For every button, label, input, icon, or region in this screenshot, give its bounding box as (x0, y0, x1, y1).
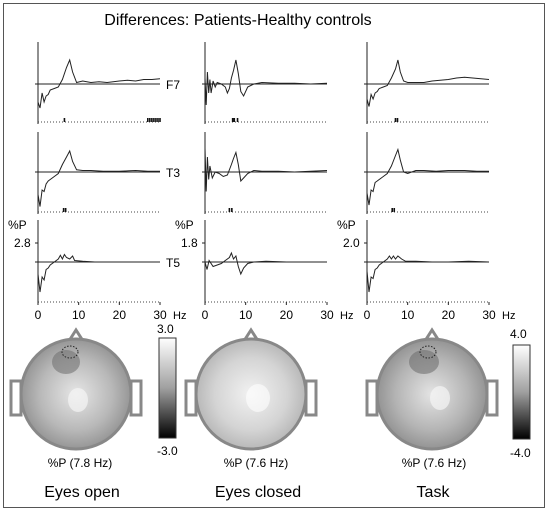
head-contour (61, 345, 79, 359)
erp-grid: 0 10 20 30 Hz %P 2.8 0 10 20 30 Hz %P 1.8 0 10 20 30 Hz %P 2… (8, 42, 515, 322)
y-scale-label: 2.8 (14, 236, 31, 250)
x-tick-label: 20 (442, 308, 456, 322)
x-tick-label: 10 (401, 308, 415, 322)
head-light-spot (68, 388, 88, 412)
scalp-label-eyes-closed: %P (7.6 Hz) (224, 456, 288, 470)
series-line-t3 (37, 149, 160, 207)
significance-marker (151, 118, 153, 122)
y-unit-label: %P (175, 218, 194, 232)
x-unit-label: Hz (502, 310, 515, 322)
x-tick-label: 0 (364, 308, 371, 322)
head-dark-spot (409, 350, 439, 374)
head-contour (419, 345, 437, 359)
scalp-map-task (365, 327, 499, 451)
figure-title: Differences: Patients-Healthy controls (104, 12, 371, 29)
x-unit-label: Hz (173, 310, 186, 322)
y-unit-label: %P (337, 218, 356, 232)
scalp-map-eyes-closed (184, 327, 318, 451)
head-ear-left (365, 379, 379, 417)
x-unit-label: Hz (340, 310, 353, 322)
x-tick-label: 30 (320, 308, 334, 322)
scalp-label-task: %P (7.6 Hz) (402, 456, 466, 470)
condition-eyes-closed: Eyes closed (215, 484, 301, 501)
x-tick-label: 10 (72, 308, 86, 322)
x-tick-label: 30 (482, 308, 496, 322)
channel-label-t3: T3 (166, 166, 180, 180)
erp-panel-t5 (202, 220, 327, 304)
x-tick-label: 0 (202, 308, 209, 322)
head-light-spot (430, 386, 450, 410)
series-line-t5 (366, 255, 490, 293)
significance-marker (159, 118, 161, 122)
y-unit-label: %P (8, 218, 27, 232)
significance-marker (155, 118, 157, 122)
series-line-t3 (204, 147, 328, 192)
significance-marker (228, 208, 231, 212)
erp-panel-t3 (35, 132, 160, 214)
y-scale-label: 2.0 (343, 236, 360, 250)
significance-marker (396, 118, 399, 122)
condition-task: Task (417, 484, 451, 501)
significance-marker (64, 208, 67, 212)
head-ear-right (304, 379, 318, 417)
significance-marker (394, 118, 397, 122)
significance-marker (236, 118, 239, 122)
series-line-f7 (204, 59, 328, 106)
head-ear-right (129, 379, 143, 417)
erp-panel-f7 (202, 42, 328, 124)
series-line-t5 (204, 251, 327, 276)
significance-marker (153, 118, 155, 122)
erp-panel-t5 (35, 220, 160, 304)
colorbar-gradient (158, 337, 177, 439)
significance-marker (233, 118, 236, 122)
erp-column-2: 0 10 20 30 Hz %P 2.0 (337, 42, 515, 322)
scalp-label-eyes-open: %P (7.8 Hz) (48, 456, 112, 470)
scalp-map-eyes-open (9, 327, 143, 451)
head-dark-spot (52, 350, 80, 374)
head-ear-right (485, 379, 499, 417)
series-line-t3 (366, 147, 489, 206)
significance-marker (231, 118, 234, 122)
erp-panel-t3 (202, 132, 328, 214)
y-scale-label: 1.8 (181, 236, 198, 250)
significance-marker (157, 118, 159, 122)
colorbar-min-label: -4.0 (510, 446, 531, 460)
x-tick-label: 0 (35, 308, 42, 322)
erp-panel-f7 (364, 42, 490, 124)
head-ear-left (9, 379, 23, 417)
erp-panel-f7 (35, 42, 161, 124)
significance-marker (62, 208, 65, 212)
erp-column-0: 0 10 20 30 Hz %P 2.8 (8, 42, 186, 322)
erp-column-1: 0 10 20 30 Hz %P 1.8 (175, 42, 353, 322)
series-line-f7 (37, 58, 161, 109)
erp-panel-t3 (364, 132, 489, 214)
colorbar-eyes-open: 3.0 -3.0 (157, 322, 178, 458)
colorbar-task: 4.0 -4.0 (510, 327, 531, 460)
x-tick-label: 20 (280, 308, 294, 322)
figure-frame (3, 3, 545, 508)
channel-label-t5: T5 (166, 256, 180, 270)
head-light-spot (246, 384, 270, 412)
colorbar-min-label: -3.0 (157, 444, 178, 458)
significance-marker (231, 208, 233, 212)
condition-eyes-open: Eyes open (44, 484, 120, 501)
x-tick-label: 10 (239, 308, 253, 322)
x-tick-label: 20 (113, 308, 127, 322)
channel-label-f7: F7 (166, 78, 180, 92)
x-tick-label: 30 (153, 308, 167, 322)
colorbar-max-label: 3.0 (157, 322, 174, 336)
colorbar-gradient (512, 344, 531, 440)
significance-marker (147, 118, 149, 122)
series-line-f7 (366, 59, 490, 107)
significance-marker (63, 118, 66, 122)
colorbar-max-label: 4.0 (510, 327, 527, 341)
significance-marker (149, 118, 151, 122)
significance-marker (391, 208, 394, 212)
significance-marker (393, 208, 396, 212)
head-ear-left (184, 379, 198, 417)
series-line-t5 (37, 253, 160, 293)
erp-panel-t5 (364, 220, 490, 304)
